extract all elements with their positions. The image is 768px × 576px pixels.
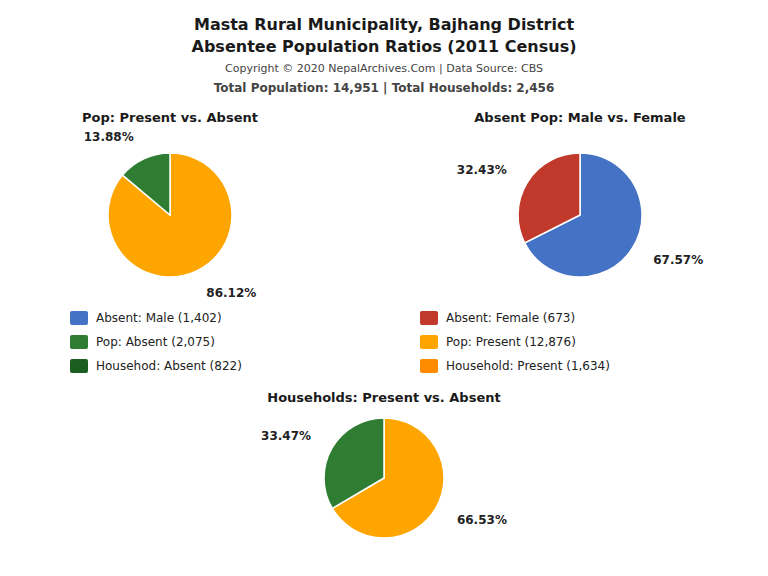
legend-label: Pop: Absent (2,075) [96,335,215,349]
pie-slice [108,153,232,277]
legend-label: Househod: Absent (822) [96,359,242,373]
legend-label: Household: Present (1,634) [446,359,610,373]
chart-svg: Masta Rural Municipality, Bajhang Distri… [0,0,768,576]
pie-title: Absent Pop: Male vs. Female [474,110,686,125]
pie-title: Pop: Present vs. Absent [82,110,258,125]
legend-swatch [420,335,438,349]
annotation: Total Population: 14,951 | Total Househo… [214,81,555,95]
data-label: 66.53% [457,513,507,527]
data-label: 67.57% [653,253,703,267]
legend-label: Pop: Present (12,876) [446,335,576,349]
pie-slice [518,153,580,243]
annotation: Copyright © 2020 NepalArchives.Com | Dat… [225,62,543,75]
pie-slice [123,153,170,215]
legend-swatch [70,359,88,373]
pie-chart: Households: Present vs. Absent 66.53% 33.4… [261,390,507,538]
legend-swatch [420,359,438,373]
legend-swatch [70,311,88,325]
chart-root: Masta Rural Municipality, Bajhang Distri… [0,0,768,576]
data-label: 13.88% [84,130,134,144]
pie-chart: Absent Pop: Male vs. Female 67.57% 32.43% [457,110,703,277]
pie-title: Households: Present vs. Absent [267,390,500,405]
legend-label: Absent: Male (1,402) [96,311,222,325]
subtitle: Absentee Population Ratios (2011 Census) [192,37,577,56]
legend-swatch [70,335,88,349]
data-label: 33.47% [261,429,311,443]
data-label: 32.43% [457,163,507,177]
legend: Absent: Male (1,402) Absent: Female (673)… [70,311,610,373]
legend-label: Absent: Female (673) [446,311,575,325]
pie-chart: Pop: Present vs. Absent 86.12% 13.88% [82,110,258,300]
pie-slice [324,418,384,508]
data-label: 86.12% [206,286,256,300]
title: Masta Rural Municipality, Bajhang Distri… [194,15,574,34]
legend-swatch [420,311,438,325]
